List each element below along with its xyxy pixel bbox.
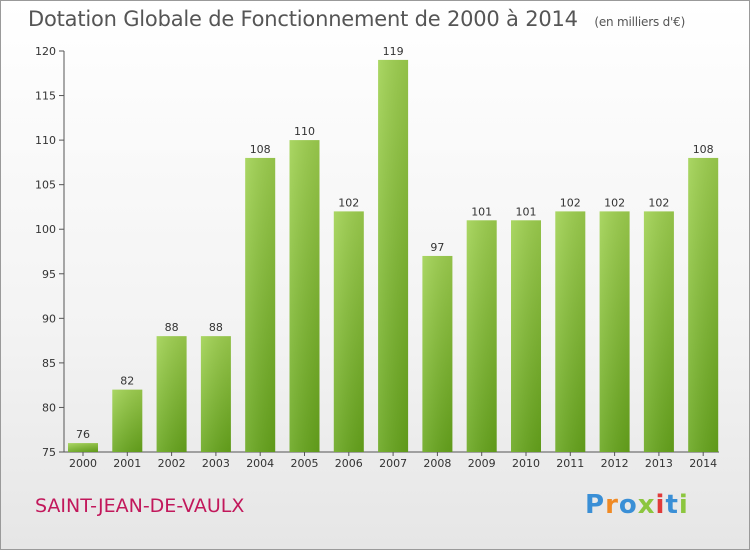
logo-letter: P: [585, 490, 606, 520]
y-tick-label: 95: [42, 268, 56, 281]
bar-shade-2012: [599, 211, 630, 452]
value-label-2007: 119: [383, 45, 404, 58]
x-tick-label-2003: 2003: [202, 457, 230, 470]
commune-name: SAINT-JEAN-DE-VAULX: [35, 495, 245, 517]
bar-shade-2013: [643, 211, 674, 452]
logo-letter: r: [605, 490, 619, 520]
value-label-2011: 102: [560, 196, 581, 209]
value-label-2001: 82: [120, 375, 134, 388]
x-tick-label-2005: 2005: [291, 457, 319, 470]
bar-shade-2011: [555, 211, 586, 452]
bar-shade-2005: [289, 140, 320, 452]
logo-letter: i: [655, 490, 666, 520]
value-label-2000: 76: [76, 428, 90, 441]
x-tick-label-2014: 2014: [689, 457, 717, 470]
bar-shade-2010: [511, 220, 541, 452]
x-tick-label-2006: 2006: [335, 457, 363, 470]
proxiti-logo: Proxiti: [585, 490, 689, 520]
chart-title-text: Dotation Globale de Fonctionnement de 20…: [28, 7, 578, 31]
value-label-2012: 102: [604, 196, 625, 209]
chart-axes: 75 80 85 90 95 100 105 110 115 120 2000 2001 2002 200…: [35, 45, 719, 470]
bar-shade-2002: [156, 336, 187, 452]
logo-letter: x: [637, 490, 656, 520]
y-tick-label: 90: [42, 312, 56, 325]
x-tick-label-2007: 2007: [379, 457, 407, 470]
value-label-2008: 97: [430, 241, 444, 254]
chart-bars: 76 82 88 88 108 110 102 119 97 101 101 102 102 102 108: [68, 45, 719, 453]
bar-shade-2009: [466, 220, 497, 452]
bar-shade-2006: [333, 211, 364, 452]
chart-title: Dotation Globale de Fonctionnement de 20…: [28, 7, 685, 31]
bar-shade-2004: [245, 157, 276, 452]
bar-shade-2007: [378, 59, 409, 453]
logo-letter: i: [678, 490, 689, 520]
x-tick-label-2012: 2012: [601, 457, 629, 470]
x-tick-label-2000: 2000: [69, 457, 97, 470]
value-label-2014: 108: [693, 143, 714, 156]
y-tick-label: 105: [35, 179, 56, 192]
y-tick-label: 110: [35, 134, 56, 147]
bar-shade-2008: [422, 255, 453, 452]
x-tick-label-2004: 2004: [246, 457, 274, 470]
logo-letter: t: [665, 490, 679, 520]
value-label-2009: 101: [471, 205, 492, 218]
x-tick-label-2010: 2010: [512, 457, 540, 470]
y-tick-label: 120: [35, 45, 56, 58]
value-label-2010: 101: [516, 205, 537, 218]
y-tick-label: 100: [35, 223, 56, 236]
chart-subtitle: (en milliers d'€): [594, 15, 686, 29]
y-tick-label: 115: [35, 90, 56, 103]
bar-shade-2000: [68, 443, 98, 452]
logo-letter: o: [618, 490, 638, 520]
x-tick-label-2002: 2002: [158, 457, 186, 470]
x-tick-label-2001: 2001: [113, 457, 141, 470]
value-label-2005: 110: [294, 125, 315, 138]
value-label-2004: 108: [250, 143, 271, 156]
y-tick-label: 85: [42, 357, 56, 370]
x-tick-label-2008: 2008: [423, 457, 451, 470]
y-tick-label: 75: [42, 446, 56, 459]
value-label-2013: 102: [648, 196, 669, 209]
value-label-2003: 88: [209, 321, 223, 334]
bar-shade-2001: [112, 389, 143, 452]
value-label-2006: 102: [338, 196, 359, 209]
y-tick-label: 80: [42, 401, 56, 414]
bar-shade-2014: [688, 157, 719, 452]
bar-shade-2003: [200, 336, 231, 452]
x-tick-label-2013: 2013: [645, 457, 673, 470]
value-label-2002: 88: [165, 321, 179, 334]
x-tick-label-2009: 2009: [468, 457, 496, 470]
x-tick-label-2011: 2011: [556, 457, 584, 470]
